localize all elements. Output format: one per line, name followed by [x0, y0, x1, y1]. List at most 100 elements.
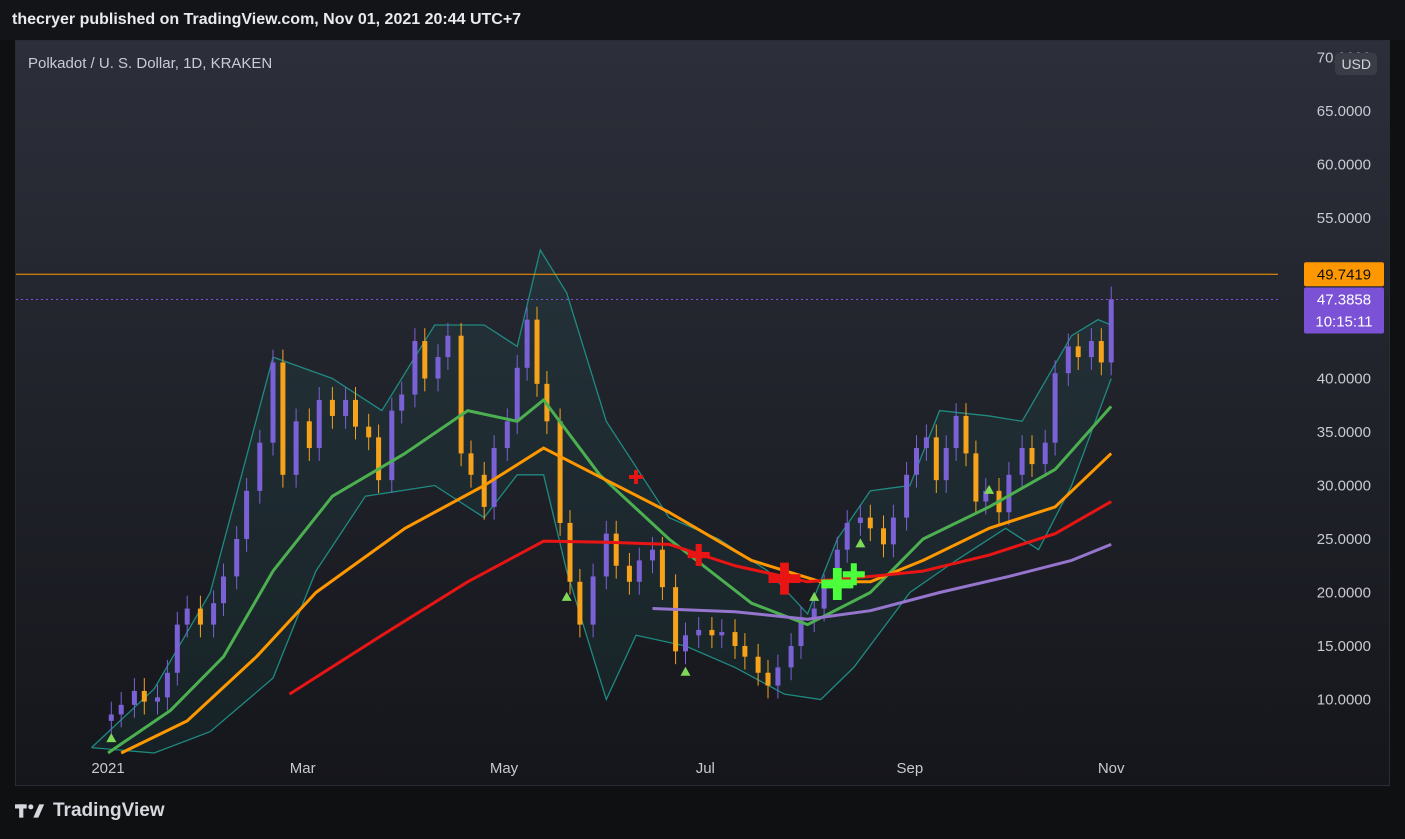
- signal-markers: [106, 469, 995, 743]
- candle-body: [923, 437, 929, 449]
- candle-body: [257, 442, 263, 491]
- candle-body: [293, 421, 299, 475]
- candle-body: [775, 667, 781, 686]
- candle-body: [270, 362, 276, 443]
- candle-body: [234, 539, 240, 577]
- cross-marker: [821, 567, 854, 600]
- publish-bar: thecryer published on TradingView.com, N…: [0, 0, 1405, 40]
- candle-body: [164, 672, 170, 698]
- bollinger-upper-line: [91, 248, 1112, 749]
- candle-body: [659, 549, 665, 588]
- candle-body: [904, 474, 910, 518]
- candle-body: [963, 415, 969, 454]
- candle-body: [435, 357, 441, 379]
- y-tick-label: 35.0000: [1317, 424, 1371, 441]
- candle-body: [673, 587, 679, 652]
- candle-body: [280, 362, 286, 475]
- candle-body: [481, 474, 487, 507]
- buy-triangle: [855, 538, 866, 548]
- x-tick-label: Nov: [1098, 760, 1125, 777]
- x-tick-label: Mar: [290, 760, 316, 777]
- candle-body: [211, 603, 217, 625]
- candle-body: [353, 399, 358, 427]
- tradingview-logo-icon: [15, 804, 45, 818]
- candle-body: [696, 629, 702, 636]
- candle-body: [524, 319, 530, 368]
- buy-triangle: [561, 591, 572, 601]
- candle-body: [1065, 346, 1071, 374]
- moving-average-line: [652, 542, 1112, 621]
- y-tick-label: 55.0000: [1317, 210, 1371, 227]
- buy-triangle: [984, 484, 995, 494]
- moving-averages: [107, 398, 1113, 755]
- candle-body: [141, 690, 147, 702]
- candle-body: [389, 410, 395, 481]
- footer-brand[interactable]: TradingView: [15, 800, 165, 822]
- candle-body: [1052, 373, 1058, 443]
- candle-body: [366, 426, 372, 438]
- candle-body: [683, 635, 688, 652]
- candle-body: [399, 394, 405, 411]
- candle-body: [491, 448, 497, 507]
- price-label: 47.3858: [1317, 291, 1371, 308]
- candle-body: [765, 672, 771, 686]
- candle-body: [1042, 442, 1048, 465]
- cross-marker: [842, 563, 865, 586]
- candle-body: [933, 437, 939, 481]
- moving-average-line: [120, 446, 1113, 755]
- y-tick-label: 40.0000: [1317, 371, 1371, 388]
- candle-body: [857, 517, 863, 523]
- candle-body: [1029, 448, 1035, 465]
- candle-body: [514, 367, 520, 422]
- candle-body: [844, 522, 850, 550]
- candle-body: [445, 335, 451, 358]
- candle-body: [1088, 341, 1094, 358]
- candle-body: [221, 576, 226, 604]
- bollinger-lower-line: [91, 378, 1112, 754]
- price-label-box: [1304, 287, 1384, 334]
- currency-badge[interactable]: USD: [1335, 53, 1377, 75]
- moving-average-line: [107, 398, 1113, 755]
- candle-body: [458, 335, 464, 454]
- candle-body: [316, 399, 322, 449]
- y-tick-label: 25.0000: [1317, 531, 1371, 548]
- x-tick-label: 2021: [91, 760, 124, 777]
- x-axis[interactable]: 2021 Mar May Jul Sep Nov: [91, 760, 1125, 777]
- candle-body: [534, 319, 540, 384]
- price-label: 49.7419: [1317, 266, 1371, 283]
- candle-body: [504, 421, 510, 449]
- y-tick-label: 20.0000: [1317, 585, 1371, 602]
- candles: [108, 286, 1114, 734]
- candle-body: [626, 565, 632, 582]
- candle-body: [329, 399, 335, 416]
- candle-body: [412, 341, 418, 395]
- candle-body: [603, 533, 609, 577]
- y-tick-label: 60.0000: [1317, 157, 1371, 174]
- candle-body: [1006, 474, 1012, 513]
- candle-body: [650, 549, 655, 561]
- publish-info: thecryer published on TradingView.com, N…: [12, 11, 522, 28]
- price-label-box: [1304, 262, 1384, 287]
- candle-body: [755, 656, 761, 673]
- candle-body: [557, 421, 563, 523]
- candle-body: [1098, 341, 1104, 363]
- x-tick-label: May: [490, 760, 519, 777]
- candle-body: [1108, 299, 1114, 363]
- y-tick-label: 15.0000: [1317, 638, 1371, 655]
- candle-body: [244, 490, 250, 539]
- candle-body: [890, 517, 896, 545]
- candle-body: [798, 619, 804, 646]
- candle-body: [943, 448, 949, 481]
- candle-body: [376, 437, 382, 481]
- y-axis[interactable]: 70.000065.000060.000055.000040.000035.00…: [1317, 50, 1371, 709]
- brand-name: TradingView: [53, 800, 165, 821]
- candle-body: [131, 690, 137, 705]
- candle-body: [1019, 448, 1025, 475]
- candle-body: [636, 560, 642, 582]
- candle-body: [1075, 346, 1081, 358]
- candle-body: [732, 632, 738, 646]
- moving-average-line: [288, 500, 1112, 696]
- overlays: 49.7419 47.3858 10:15:11: [16, 262, 1384, 334]
